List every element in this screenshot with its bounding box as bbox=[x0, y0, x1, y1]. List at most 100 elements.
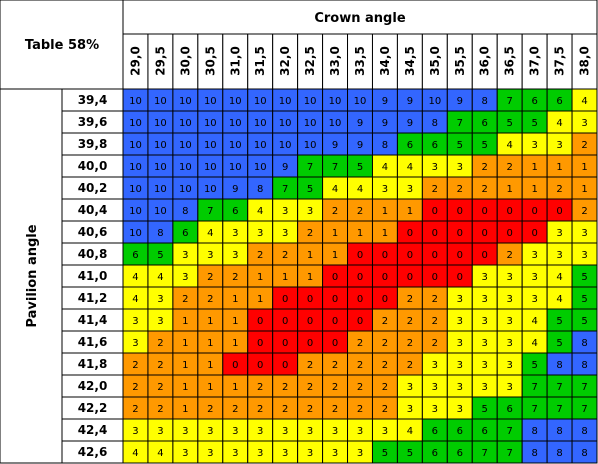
cell-value-label: 7 bbox=[307, 162, 313, 173]
cell-value-label: 10 bbox=[428, 96, 441, 107]
cell-value-label: 8 bbox=[432, 118, 438, 129]
cell-value-label: 0 bbox=[332, 294, 338, 305]
pavilion-angle-tick-label: 40,8 bbox=[78, 247, 108, 261]
cell-value-label: 0 bbox=[332, 338, 338, 349]
cell-value-label: 3 bbox=[531, 140, 537, 151]
pavilion-angle-tick-label: 39,6 bbox=[78, 115, 108, 129]
cell-value-label: 1 bbox=[207, 382, 213, 393]
cell-value-label: 8 bbox=[556, 360, 562, 371]
cell-value-label: 3 bbox=[282, 448, 288, 459]
cell-value-label: 2 bbox=[332, 360, 338, 371]
cell-value-label: 2 bbox=[357, 382, 363, 393]
cell-value-label: 0 bbox=[257, 360, 263, 371]
cell-value-label: 0 bbox=[357, 272, 363, 283]
cell-value-label: 1 bbox=[232, 316, 238, 327]
cell-value-label: 3 bbox=[457, 316, 463, 327]
cell-value-label: 3 bbox=[382, 426, 388, 437]
cell-value-label: 10 bbox=[129, 96, 142, 107]
cell-value-label: 1 bbox=[282, 272, 288, 283]
cell-value-label: 10 bbox=[204, 162, 217, 173]
crown-angle-cell bbox=[496, 33, 523, 90]
crown-angle-tick-label: 35,0 bbox=[428, 46, 442, 76]
crown-angle-cell bbox=[571, 33, 598, 90]
crown-angle-tick-label: 32,0 bbox=[278, 46, 292, 76]
cell-value-label: 2 bbox=[232, 272, 238, 283]
cell-value-label: 3 bbox=[457, 162, 463, 173]
cell-value-label: 0 bbox=[506, 228, 512, 239]
pavilion-angle-tick-label: 41,4 bbox=[78, 313, 108, 327]
cell-value-label: 6 bbox=[407, 140, 413, 151]
cell-value-label: 3 bbox=[482, 360, 488, 371]
cell-value-label: 4 bbox=[257, 206, 263, 217]
cell-value-label: 6 bbox=[482, 426, 488, 437]
cell-value-label: 2 bbox=[282, 250, 288, 261]
cell-value-label: 4 bbox=[132, 272, 138, 283]
cell-value-label: 8 bbox=[581, 360, 587, 371]
cell-value-label: 1 bbox=[357, 228, 363, 239]
cell-value-label: 4 bbox=[407, 162, 413, 173]
cell-value-label: 3 bbox=[182, 426, 188, 437]
cell-value-label: 2 bbox=[407, 338, 413, 349]
crown-angle-tick-label: 31,5 bbox=[253, 46, 267, 76]
cell-value-label: 9 bbox=[332, 140, 338, 151]
cell-value-label: 10 bbox=[179, 118, 192, 129]
cell-value-label: 3 bbox=[432, 382, 438, 393]
cell-value-label: 4 bbox=[531, 316, 537, 327]
cell-value-label: 10 bbox=[204, 96, 217, 107]
cell-value-label: 8 bbox=[581, 426, 587, 437]
cell-value-label: 5 bbox=[581, 316, 587, 327]
cell-value-label: 2 bbox=[432, 294, 438, 305]
cell-value-label: 3 bbox=[482, 294, 488, 305]
cell-value-label: 0 bbox=[232, 360, 238, 371]
cell-value-label: 0 bbox=[407, 250, 413, 261]
crown-angle-tick-label: 31,0 bbox=[228, 46, 242, 76]
cell-value-label: 10 bbox=[154, 206, 167, 217]
cell-value-label: 6 bbox=[482, 118, 488, 129]
cell-value-label: 2 bbox=[357, 338, 363, 349]
cell-value-label: 2 bbox=[332, 382, 338, 393]
cell-value-label: 5 bbox=[457, 140, 463, 151]
cell-value-label: 2 bbox=[207, 294, 213, 305]
cell-value-label: 2 bbox=[581, 140, 587, 151]
crown-angle-tick-label: 37,5 bbox=[553, 46, 567, 76]
cell-value-label: 10 bbox=[204, 140, 217, 151]
cell-value-label: 3 bbox=[357, 448, 363, 459]
cell-value-label: 9 bbox=[232, 184, 238, 195]
pavilion-angle-tick-label: 41,6 bbox=[78, 335, 108, 349]
cell-value-label: 10 bbox=[279, 140, 292, 151]
cell-value-label: 1 bbox=[182, 382, 188, 393]
cell-value-label: 10 bbox=[154, 162, 167, 173]
cell-value-label: 10 bbox=[179, 96, 192, 107]
cell-value-label: 2 bbox=[382, 404, 388, 415]
cell-value-label: 4 bbox=[207, 228, 213, 239]
cell-value-label: 10 bbox=[179, 162, 192, 173]
cell-value-label: 3 bbox=[531, 250, 537, 261]
cell-value-label: 0 bbox=[457, 272, 463, 283]
pavilion-angle-tick-label: 40,4 bbox=[78, 203, 108, 217]
cell-value-label: 0 bbox=[531, 206, 537, 217]
cell-value-label: 6 bbox=[556, 96, 562, 107]
cell-value-label: 0 bbox=[407, 228, 413, 239]
pavilion-angle-tick-label: 40,2 bbox=[78, 181, 108, 195]
cell-value-label: 2 bbox=[182, 294, 188, 305]
cell-value-label: 3 bbox=[556, 140, 562, 151]
cell-value-label: 5 bbox=[407, 448, 413, 459]
cell-value-label: 1 bbox=[207, 338, 213, 349]
cell-value-label: 3 bbox=[581, 228, 587, 239]
cell-value-label: 2 bbox=[132, 382, 138, 393]
cell-value-label: 0 bbox=[432, 228, 438, 239]
pavilion-angle-tick-label: 42,6 bbox=[78, 445, 108, 459]
cell-value-label: 6 bbox=[432, 448, 438, 459]
cell-value-label: 1 bbox=[307, 250, 313, 261]
cell-value-label: 3 bbox=[506, 360, 512, 371]
cell-value-label: 0 bbox=[432, 250, 438, 261]
cell-value-label: 9 bbox=[457, 96, 463, 107]
crown-angle-cell bbox=[247, 33, 274, 90]
cell-value-label: 5 bbox=[157, 250, 163, 261]
cell-value-label: 3 bbox=[157, 316, 163, 327]
table-title: Table 58% bbox=[25, 38, 99, 53]
cell-value-label: 10 bbox=[129, 162, 142, 173]
cell-value-label: 7 bbox=[581, 382, 587, 393]
cell-value-label: 1 bbox=[307, 272, 313, 283]
